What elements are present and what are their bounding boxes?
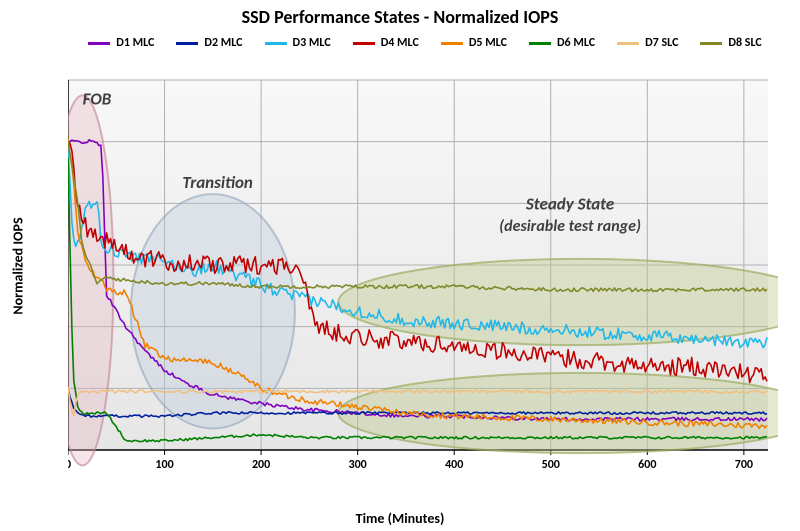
legend-item: D3 MLC bbox=[265, 36, 331, 50]
legend-swatch bbox=[176, 42, 198, 45]
svg-text:500: 500 bbox=[542, 458, 560, 472]
legend-swatch bbox=[617, 42, 639, 45]
legend-item: D1 MLC bbox=[88, 36, 154, 50]
svg-text:100: 100 bbox=[155, 458, 173, 472]
legend-swatch bbox=[529, 42, 551, 45]
legend-label: D7 SLC bbox=[645, 36, 678, 50]
svg-text:700: 700 bbox=[735, 458, 753, 472]
legend-label: D5 MLC bbox=[469, 36, 507, 50]
legend-label: D6 MLC bbox=[557, 36, 595, 50]
legend-swatch bbox=[265, 42, 287, 45]
plot-area: 0.00.20.40.60.81.01.20100200300400500600… bbox=[68, 70, 778, 480]
svg-text:400: 400 bbox=[445, 458, 463, 472]
legend-label: D1 MLC bbox=[116, 36, 154, 50]
annotation-label: Steady State bbox=[525, 194, 614, 215]
legend-label: D8 SLC bbox=[728, 36, 761, 50]
legend-item: D4 MLC bbox=[353, 36, 419, 50]
y-axis-label: Normalized IOPS bbox=[10, 217, 27, 314]
legend-swatch bbox=[88, 42, 110, 45]
x-axis-label: Time (Minutes) bbox=[0, 510, 800, 527]
legend-item: D6 MLC bbox=[529, 36, 595, 50]
legend: D1 MLC D2 MLC D3 MLC D4 MLC D5 MLC D6 MLC D7 S… bbox=[70, 36, 780, 50]
svg-text:600: 600 bbox=[638, 458, 656, 472]
legend-label: D3 MLC bbox=[293, 36, 331, 50]
annotation-label: FOB bbox=[83, 89, 112, 110]
svg-text:0: 0 bbox=[68, 458, 71, 472]
legend-item: D5 MLC bbox=[441, 36, 507, 50]
legend-swatch bbox=[353, 42, 375, 45]
legend-label: D4 MLC bbox=[381, 36, 419, 50]
legend-swatch bbox=[700, 42, 722, 45]
svg-text:300: 300 bbox=[349, 458, 367, 472]
legend-swatch bbox=[441, 42, 463, 45]
chart-title: SSD Performance States - Normalized IOPS bbox=[0, 6, 800, 28]
legend-item: D7 SLC bbox=[617, 36, 678, 50]
annotation-label: (desirable test range) bbox=[499, 217, 641, 236]
annotation-label: Transition bbox=[182, 172, 253, 193]
legend-item: D8 SLC bbox=[700, 36, 761, 50]
svg-text:200: 200 bbox=[252, 458, 270, 472]
legend-label: D2 MLC bbox=[204, 36, 242, 50]
legend-item: D2 MLC bbox=[176, 36, 242, 50]
